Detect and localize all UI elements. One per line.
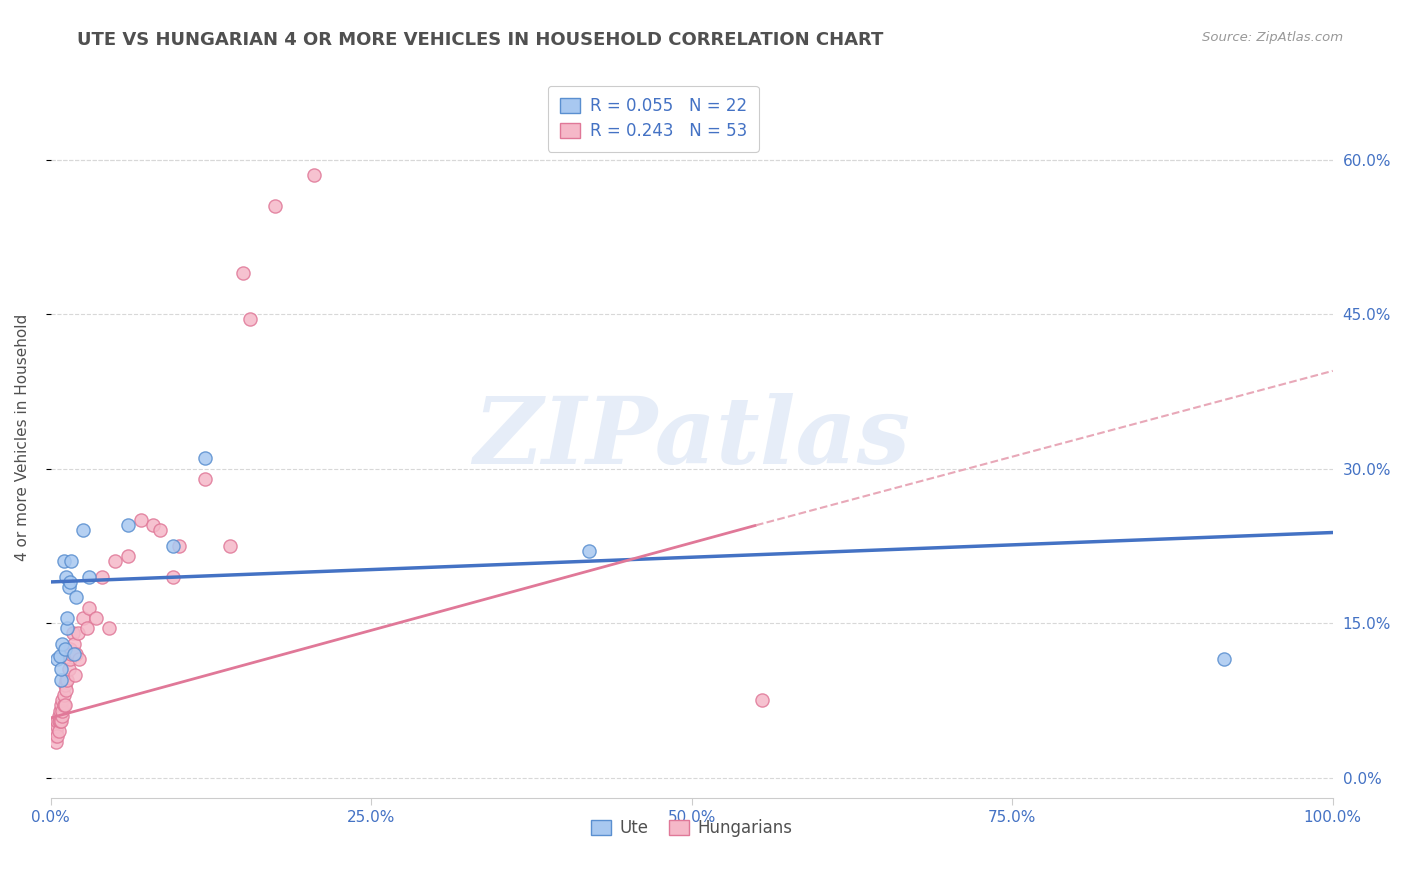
- Point: [72, 611, 94, 625]
- Y-axis label: 4 or more Vehicles in Household: 4 or more Vehicles in Household: [15, 314, 30, 561]
- Point: [117, 518, 139, 533]
- Point: [49, 714, 72, 728]
- Point: [49, 662, 72, 676]
- Point: [52, 698, 75, 713]
- Point: [49, 673, 72, 687]
- Point: [76, 621, 98, 635]
- Point: [53, 641, 76, 656]
- Text: ZIPatlas: ZIPatlas: [474, 392, 910, 483]
- Point: [45, 734, 67, 748]
- Point: [46, 714, 69, 728]
- Point: [51, 693, 73, 707]
- Point: [56, 611, 79, 625]
- Point: [60, 647, 83, 661]
- Point: [44, 730, 66, 744]
- Point: [117, 549, 139, 564]
- Point: [59, 652, 82, 666]
- Point: [238, 312, 260, 326]
- Point: [149, 524, 172, 538]
- Point: [84, 611, 107, 625]
- Point: [91, 570, 114, 584]
- Point: [79, 570, 101, 584]
- Point: [59, 574, 82, 589]
- Point: [45, 724, 67, 739]
- Point: [55, 683, 77, 698]
- Point: [751, 693, 773, 707]
- Point: [48, 714, 70, 728]
- Point: [63, 647, 86, 661]
- Point: [63, 637, 86, 651]
- Point: [194, 451, 217, 466]
- Point: [232, 266, 254, 280]
- Point: [65, 591, 87, 605]
- Point: [104, 554, 127, 568]
- Point: [79, 600, 101, 615]
- Point: [65, 647, 87, 661]
- Point: [51, 708, 73, 723]
- Point: [162, 539, 184, 553]
- Point: [56, 621, 79, 635]
- Point: [62, 626, 84, 640]
- Point: [219, 539, 242, 553]
- Point: [67, 652, 90, 666]
- Point: [167, 539, 190, 553]
- Point: [53, 678, 76, 692]
- Point: [49, 698, 72, 713]
- Point: [55, 570, 77, 584]
- Point: [46, 652, 69, 666]
- Point: [46, 730, 69, 744]
- Point: [72, 524, 94, 538]
- Point: [46, 719, 69, 733]
- Point: [52, 554, 75, 568]
- Point: [59, 641, 82, 656]
- Point: [302, 168, 325, 182]
- Text: UTE VS HUNGARIAN 4 OR MORE VEHICLES IN HOUSEHOLD CORRELATION CHART: UTE VS HUNGARIAN 4 OR MORE VEHICLES IN H…: [77, 31, 884, 49]
- Point: [56, 673, 79, 687]
- Point: [66, 626, 89, 640]
- Point: [97, 621, 120, 635]
- Point: [58, 662, 80, 676]
- Point: [194, 472, 217, 486]
- Point: [60, 554, 83, 568]
- Text: Source: ZipAtlas.com: Source: ZipAtlas.com: [1202, 31, 1343, 45]
- Point: [1212, 652, 1234, 666]
- Point: [63, 667, 86, 681]
- Point: [578, 544, 600, 558]
- Point: [162, 570, 184, 584]
- Point: [48, 724, 70, 739]
- Point: [51, 637, 73, 651]
- Point: [129, 513, 152, 527]
- Point: [264, 199, 287, 213]
- Point: [49, 714, 72, 728]
- Point: [58, 580, 80, 594]
- Point: [49, 704, 72, 718]
- Point: [53, 698, 76, 713]
- Point: [142, 518, 165, 533]
- Point: [51, 704, 73, 718]
- Point: [55, 673, 77, 687]
- Legend: Ute, Hungarians: Ute, Hungarians: [585, 813, 799, 844]
- Point: [49, 648, 72, 663]
- Point: [48, 708, 70, 723]
- Point: [52, 688, 75, 702]
